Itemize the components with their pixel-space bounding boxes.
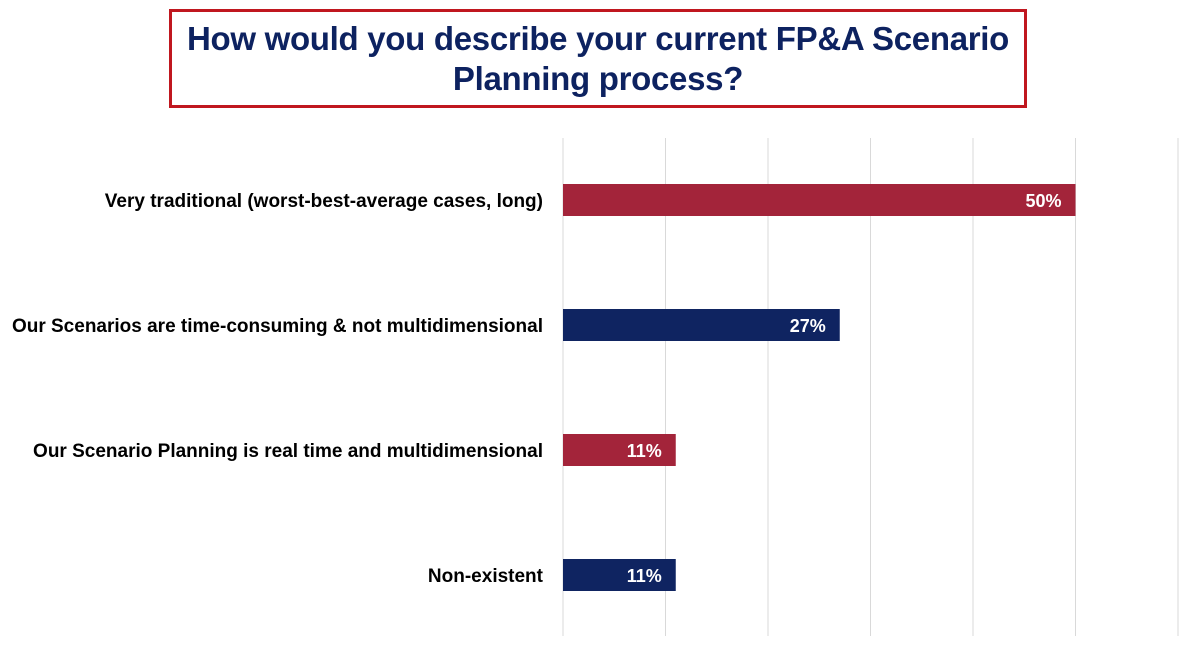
- gridlines: [562, 138, 1179, 636]
- category-labels: Very traditional (worst-best-average cas…: [12, 191, 544, 587]
- category-label: Very traditional (worst-best-average cas…: [105, 191, 543, 212]
- category-label: Our Scenarios are time-consuming & not m…: [12, 316, 543, 337]
- chart-title-box: How would you describe your current FP&A…: [169, 9, 1027, 108]
- data-label: 11%: [627, 441, 662, 461]
- chart-title: How would you describe your current FP&A…: [186, 19, 1010, 97]
- category-label: Our Scenario Planning is real time and m…: [33, 441, 543, 462]
- data-label: 27%: [790, 316, 826, 336]
- value-labels: 50% 27% 11% 11%: [627, 191, 1062, 586]
- bar: [563, 559, 676, 591]
- data-label: 50%: [1025, 191, 1061, 211]
- bar: [563, 309, 840, 341]
- bar: [563, 434, 676, 466]
- category-label: Non-existent: [428, 566, 544, 587]
- bar: [563, 184, 1076, 216]
- bars-group: [563, 184, 1076, 591]
- data-label: 11%: [627, 566, 662, 586]
